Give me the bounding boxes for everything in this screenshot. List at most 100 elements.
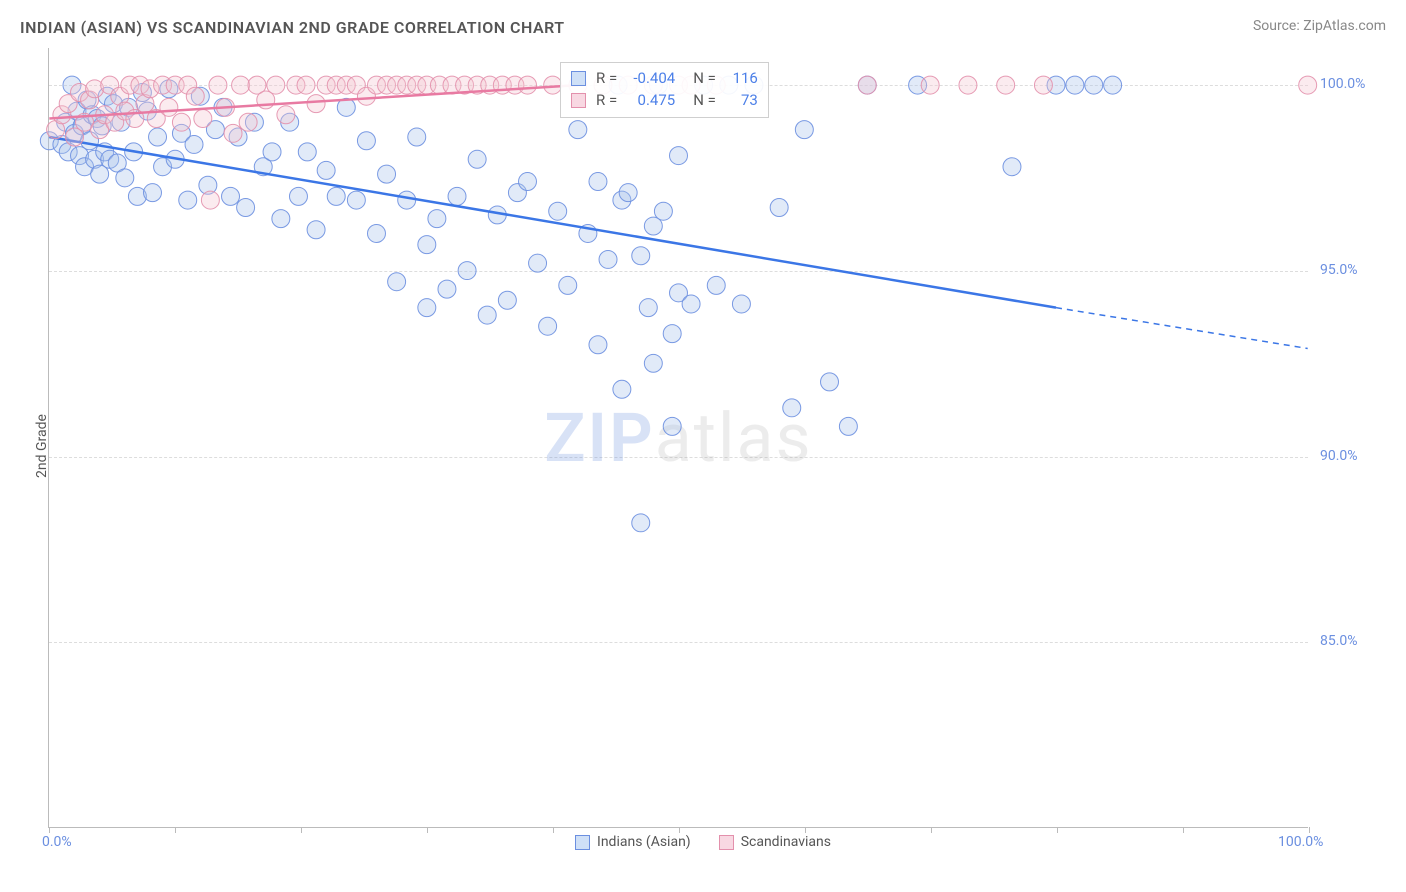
scatter-point — [639, 299, 657, 317]
scatter-point — [1003, 158, 1021, 176]
scatter-point — [795, 121, 813, 139]
scatter-point — [347, 191, 365, 209]
x-tick — [805, 827, 806, 833]
scatter-point — [707, 276, 725, 294]
scatter-point — [1034, 76, 1052, 94]
scatter-point — [589, 336, 607, 354]
scatter-point — [529, 254, 547, 272]
scatter-point — [599, 250, 617, 268]
stats-row: R = 0.475 N = 73 — [571, 89, 758, 111]
legend-swatch-scandinavians — [719, 835, 734, 850]
scatter-point — [179, 191, 197, 209]
scatter-point — [172, 113, 190, 131]
legend-label-indians: Indians (Asian) — [597, 834, 691, 850]
x-tick — [1309, 827, 1310, 833]
stat-R-label: R = — [596, 69, 617, 87]
scatter-point — [619, 184, 637, 202]
scatter-point — [222, 187, 240, 205]
scatter-point — [398, 191, 416, 209]
source-attribution: Source: ZipAtlas.com — [1253, 18, 1386, 34]
scatter-point — [1085, 76, 1103, 94]
chart-container: INDIAN (ASIAN) VS SCANDINAVIAN 2ND GRADE… — [0, 0, 1406, 892]
scatter-point — [408, 128, 426, 146]
x-tick — [175, 827, 176, 833]
scatter-point — [201, 191, 219, 209]
scatter-point — [539, 317, 557, 335]
scatter-point — [418, 236, 436, 254]
scatter-point — [298, 143, 316, 161]
scatter-point — [569, 121, 587, 139]
scatter-point — [663, 417, 681, 435]
x-tick — [301, 827, 302, 833]
x-tick — [1057, 827, 1058, 833]
stat-R-label: R = — [596, 91, 617, 109]
scatter-point — [428, 210, 446, 228]
scatter-plot-svg — [49, 48, 1308, 827]
scatter-point — [378, 165, 396, 183]
scatter-point — [921, 76, 939, 94]
y-tick-label: 100.0% — [1320, 76, 1365, 92]
legend-swatch-indians — [575, 835, 590, 850]
scatter-point — [388, 273, 406, 291]
scatter-point — [297, 76, 315, 94]
stat-N-label: N = — [693, 91, 716, 109]
stat-R-value: 0.475 — [625, 91, 675, 109]
stats-row: R =-0.404N =116 — [571, 67, 758, 89]
scatter-point — [783, 399, 801, 417]
plot-area: ZIPatlas — [48, 48, 1308, 828]
scatter-point — [732, 295, 750, 313]
chart-title: INDIAN (ASIAN) VS SCANDINAVIAN 2ND GRADE… — [20, 18, 565, 37]
scatter-point — [498, 291, 516, 309]
scatter-point — [468, 150, 486, 168]
x-tick — [427, 827, 428, 833]
scatter-point — [589, 173, 607, 191]
x-tick — [553, 827, 554, 833]
trend-line-extension — [1056, 308, 1308, 349]
legend-item-indians: Indians (Asian) — [575, 834, 691, 850]
scatter-point — [670, 147, 688, 165]
scatter-point — [327, 187, 345, 205]
scatter-point — [559, 276, 577, 294]
scatter-point — [367, 224, 385, 242]
scatter-point — [959, 76, 977, 94]
scatter-point — [232, 76, 250, 94]
scatter-point — [770, 199, 788, 217]
scatter-point — [289, 187, 307, 205]
correlation-stats-box: R =-0.404N =116R =0.475N =73 — [560, 62, 769, 118]
scatter-point — [160, 98, 178, 116]
scatter-point — [185, 135, 203, 153]
stats-swatch — [571, 71, 586, 86]
scatter-point — [277, 106, 295, 124]
scatter-point — [458, 262, 476, 280]
scatter-point — [263, 143, 281, 161]
title-bar: INDIAN (ASIAN) VS SCANDINAVIAN 2ND GRADE… — [20, 18, 1386, 37]
stat-N-value: 116 — [724, 69, 758, 87]
scatter-point — [519, 173, 537, 191]
scatter-point — [144, 184, 162, 202]
y-tick-label: 85.0% — [1320, 633, 1358, 649]
stat-N-value: 73 — [724, 91, 758, 109]
scatter-point — [997, 76, 1015, 94]
scatter-point — [821, 373, 839, 391]
scatter-point — [519, 76, 537, 94]
legend-label-scandinavians: Scandinavians — [741, 834, 831, 850]
scatter-point — [357, 132, 375, 150]
scatter-point — [613, 380, 631, 398]
legend-item-scandinavians: Scandinavians — [719, 834, 831, 850]
stat-N-label: N = — [693, 69, 716, 87]
scatter-point — [239, 113, 257, 131]
scatter-point — [663, 325, 681, 343]
scatter-point — [839, 417, 857, 435]
scatter-point — [209, 76, 227, 94]
x-tick — [679, 827, 680, 833]
scatter-point — [1299, 76, 1317, 94]
scatter-point — [186, 87, 204, 105]
scatter-point — [1104, 76, 1122, 94]
scatter-point — [1066, 76, 1084, 94]
scatter-point — [224, 124, 242, 142]
stats-swatch — [571, 93, 586, 108]
scatter-point — [549, 202, 567, 220]
scatter-point — [194, 109, 212, 127]
x-tick — [931, 827, 932, 833]
scatter-point — [644, 354, 662, 372]
